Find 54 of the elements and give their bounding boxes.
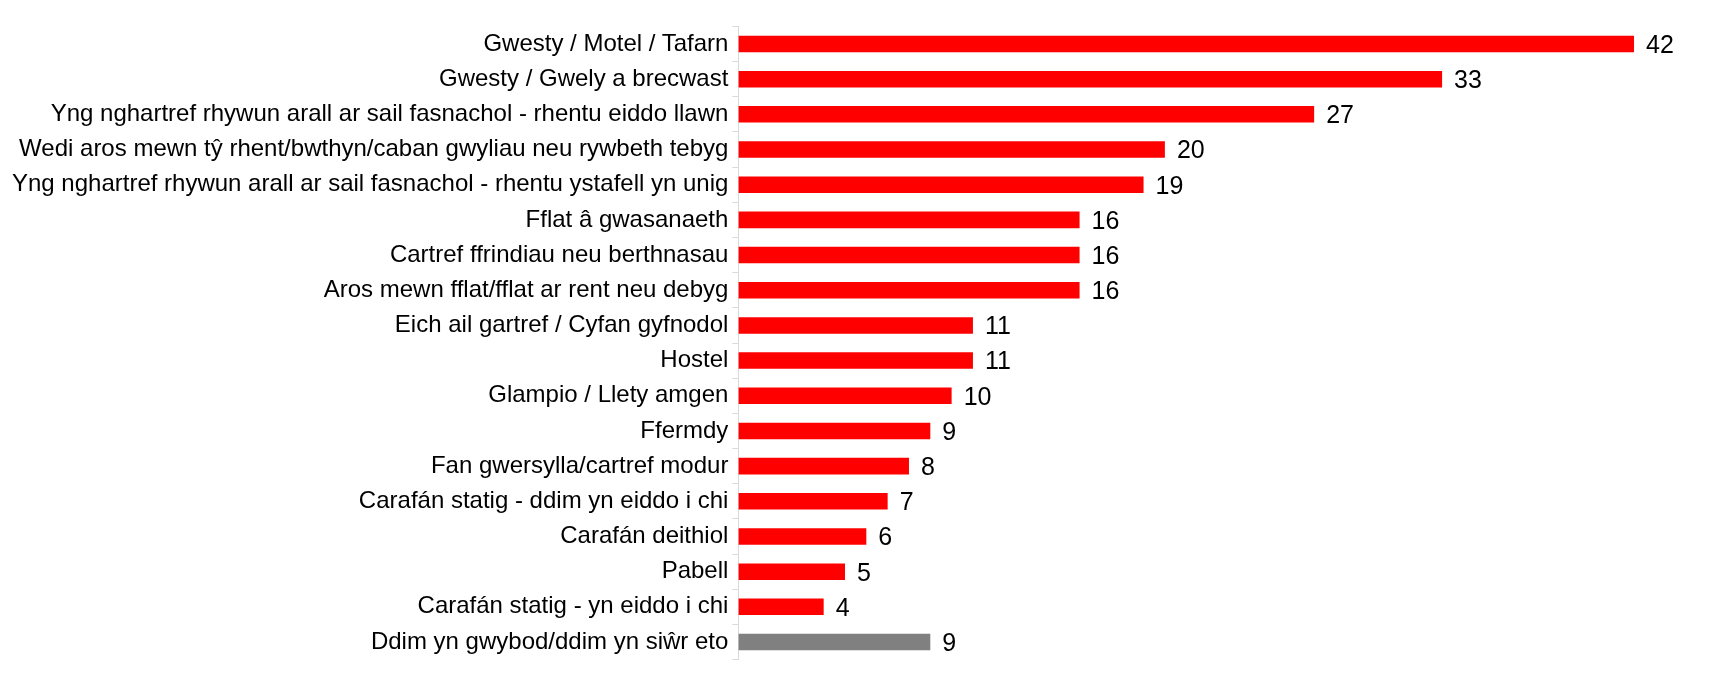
bar bbox=[738, 317, 973, 334]
y-tick-label: Gwesty / Gwely a brecwast bbox=[438, 63, 729, 91]
data-label: 27 bbox=[1326, 100, 1354, 129]
y-tick-label: Cartref ffrindiau neu berthnasau bbox=[389, 239, 729, 267]
bar bbox=[738, 387, 952, 405]
y-tick-label: Yng nghartref rhywun arall ar sail fasnachol - rhentu ystafell yn unig bbox=[11, 169, 729, 197]
y-tick-label: Carafán statig - ddim yn eiddo i chi bbox=[358, 485, 729, 513]
data-label: 42 bbox=[1646, 29, 1674, 58]
bar bbox=[738, 106, 1315, 123]
y-tick-label: Fan gwersylla/cartref modur bbox=[430, 450, 729, 478]
data-label: 10 bbox=[963, 381, 992, 410]
data-label: 33 bbox=[1454, 65, 1482, 94]
bar bbox=[738, 176, 1144, 193]
data-label: 5 bbox=[857, 557, 871, 586]
data-label: 19 bbox=[1155, 170, 1184, 199]
data-label: 11 bbox=[984, 346, 1011, 375]
y-tick-label: Gwesty / Motel / Tafarn bbox=[483, 28, 729, 56]
bar bbox=[738, 70, 1443, 88]
bar bbox=[738, 528, 867, 545]
bar bbox=[738, 211, 1080, 229]
data-label: 16 bbox=[1091, 240, 1120, 269]
y-tick-label: Carafán deithiol bbox=[560, 521, 729, 549]
data-label: 11 bbox=[984, 311, 1011, 340]
data-label: 9 bbox=[942, 416, 957, 445]
data-label: 8 bbox=[920, 452, 935, 481]
y-tick-label: Yng nghartref rhywun arall ar sail fasnachol - rhentu eiddo llawn bbox=[50, 98, 729, 126]
bar bbox=[738, 563, 845, 580]
y-tick-label: Glampio / Llety amgen bbox=[488, 380, 729, 408]
data-label: 9 bbox=[942, 627, 957, 656]
bar bbox=[738, 493, 888, 510]
data-label: 16 bbox=[1091, 205, 1120, 234]
data-label: 16 bbox=[1091, 276, 1120, 305]
bar bbox=[738, 633, 931, 651]
bar bbox=[738, 422, 931, 440]
bar bbox=[738, 457, 909, 475]
data-label: 6 bbox=[878, 522, 893, 551]
bar bbox=[738, 352, 973, 369]
data-label: 20 bbox=[1176, 135, 1205, 164]
y-tick-label: Carafán statig - yn eiddo i chi bbox=[417, 591, 729, 619]
y-tick-label: Pabell bbox=[661, 556, 729, 584]
bar bbox=[738, 141, 1165, 158]
data-label: 4 bbox=[835, 592, 850, 621]
bar bbox=[738, 598, 824, 616]
y-tick-label: Aros mewn fflat/fflat ar rent neu debyg bbox=[323, 274, 729, 302]
y-tick-label: Ddim yn gwybod/ddim yn siŵr eto bbox=[370, 626, 729, 654]
y-tick-label: Eich ail gartref / Cyfan gyfnodol bbox=[394, 310, 729, 338]
bar bbox=[738, 246, 1080, 264]
y-tick-label: Hostel bbox=[660, 345, 729, 373]
y-tick-label: Fflat â gwasanaeth bbox=[525, 204, 729, 232]
y-tick-label: Wedi aros mewn tŷ rhent/bwthyn/caban gwyliau neu rywbeth tebyg bbox=[19, 134, 729, 162]
bar bbox=[738, 35, 1635, 53]
bar bbox=[738, 281, 1080, 299]
data-label: 7 bbox=[899, 487, 914, 516]
y-tick-label: Ffermdy bbox=[640, 415, 729, 443]
